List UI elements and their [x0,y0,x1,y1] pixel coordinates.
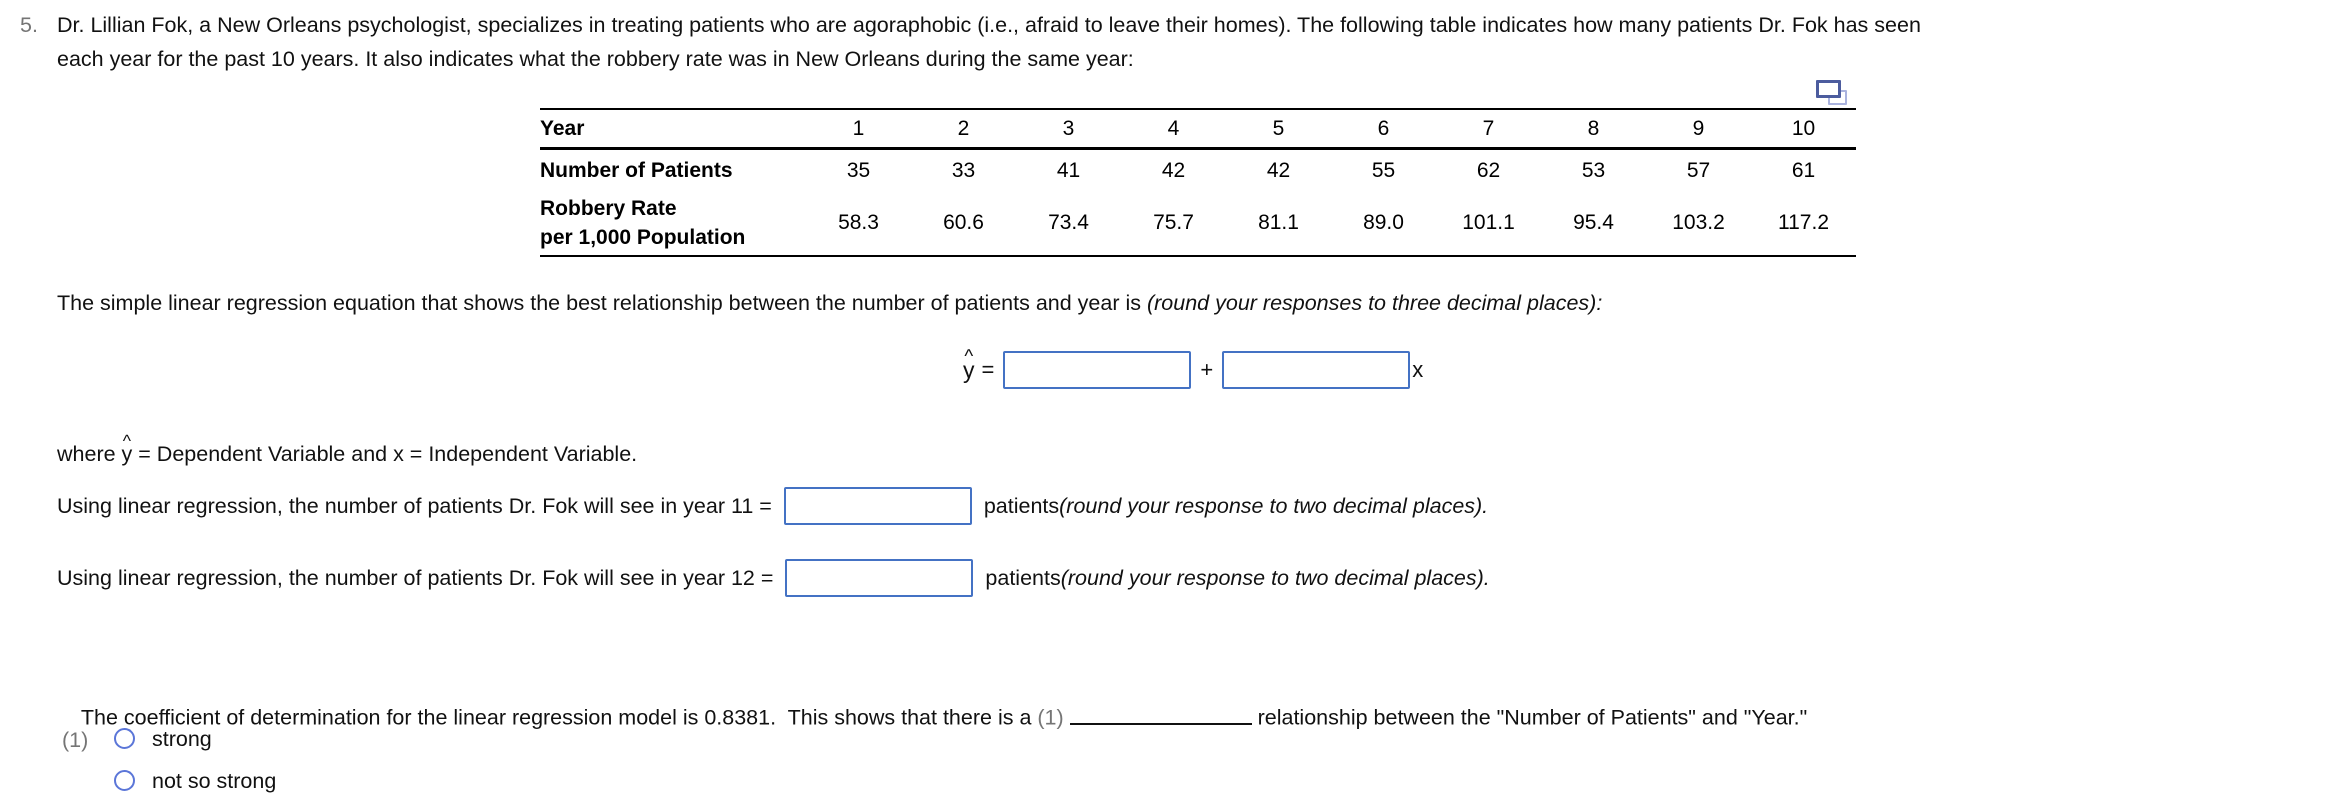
equals-sign: = [981,357,995,382]
table-row-year: Year 1 2 3 4 5 6 7 8 9 10 [540,109,1856,150]
year-cell: 4 [1121,109,1226,150]
year-cell: 1 [806,109,911,150]
year11-note: (round your response to two decimal plac… [1059,494,1489,518]
year11-prompt: Using linear regression, the number of p… [57,494,772,518]
coefficient-text-before: The coefficient of determination for the… [80,705,1038,730]
row-header-robbery-rate: Robbery Rate per 1,000 Population [540,191,806,256]
popout-icon-front-window [1816,80,1841,98]
patients-cell: 55 [1371,158,1396,182]
year12-after: patients [985,566,1061,590]
year-cell: 6 [1331,109,1436,150]
question-text-line-1: Dr. Lillian Fok, a New Orleans psycholog… [57,13,1921,37]
where-suffix: = Dependent Variable and x = Independent… [132,442,638,466]
robbery-rate-label-line-2: per 1,000 Population [540,226,746,249]
y-hat-symbol: ^ y [121,432,133,466]
year-cell: 9 [1646,109,1751,150]
answer-blank-1 [1069,699,1252,725]
year12-prompt: Using linear regression, the number of p… [57,566,774,590]
robbery-rate-label-line-1: Robbery Rate [540,197,677,220]
radio-strong-label[interactable]: strong [152,727,212,751]
year11-patients-input[interactable] [783,487,972,525]
robbery-cell: 75.7 [1153,211,1194,234]
robbery-cell: 101.1 [1462,211,1515,234]
table-row-patients: Number of Patients 35 33 41 42 42 55 62 … [540,149,1856,192]
question-number: 5. [20,13,38,37]
table-row-robbery-rate: Robbery Rate per 1,000 Population 58.3 6… [540,191,1856,256]
year-cell: 10 [1751,109,1856,150]
plus-sign: + [1200,357,1214,382]
robbery-cell: 89.0 [1363,211,1404,234]
year12-note: (round your response to two decimal plac… [1060,566,1490,590]
robbery-cell: 73.4 [1048,211,1089,234]
year-cell: 2 [911,109,1016,150]
year-cell: 8 [1541,109,1646,150]
year-cell: 7 [1436,109,1541,150]
robbery-cell: 117.2 [1778,211,1829,234]
x-suffix: x [1412,357,1424,382]
regression-intro-note: (round your responses to three decimal p… [1146,291,1603,315]
radio-strong[interactable] [114,728,135,749]
where-prefix: where [57,442,122,466]
hat-accent: ^ [122,431,132,452]
patients-cell: 42 [1161,158,1186,182]
y-hat-symbol: ^ y [963,346,975,383]
patients-cell: 33 [951,158,976,182]
regression-intro-text: The simple linear regression equation th… [57,291,1147,315]
data-table: Year 1 2 3 4 5 6 7 8 9 10 Number of Pati… [540,108,1856,257]
radio-not-so-strong-label[interactable]: not so strong [152,769,277,793]
robbery-cell: 58.3 [838,211,879,234]
y-base: y [963,356,975,383]
intercept-input[interactable] [1003,351,1192,389]
slope-input[interactable] [1222,351,1411,389]
patients-cell: 41 [1056,158,1081,182]
patients-cell: 57 [1686,158,1711,182]
robbery-cell: 60.6 [943,211,984,234]
coefficient-marker: (1) [1037,705,1070,730]
year11-after: patients [983,494,1060,518]
robbery-cell: 95.4 [1573,211,1614,234]
hat-accent: ^ [964,344,974,366]
popout-icon[interactable] [1816,80,1848,106]
row-header-year: Year [540,109,806,150]
choice-group-marker: (1) [62,728,89,752]
row-header-patients: Number of Patients [540,158,733,182]
patients-cell: 61 [1791,158,1816,182]
question-text-line-2: each year for the past 10 years. It also… [57,47,1134,71]
year-cell: 3 [1016,109,1121,150]
radio-not-so-strong[interactable] [114,770,135,791]
patients-cell: 42 [1266,158,1291,182]
patients-cell: 53 [1581,158,1606,182]
robbery-cell: 103.2 [1672,211,1725,234]
robbery-cell: 81.1 [1258,211,1299,234]
patients-cell: 62 [1476,158,1501,182]
coefficient-text-after: relationship between the "Number of Pati… [1251,705,1808,730]
patients-cell: 35 [846,158,871,182]
year-cell: 5 [1226,109,1331,150]
y-base: y [121,442,133,466]
year12-patients-input[interactable] [785,559,974,597]
